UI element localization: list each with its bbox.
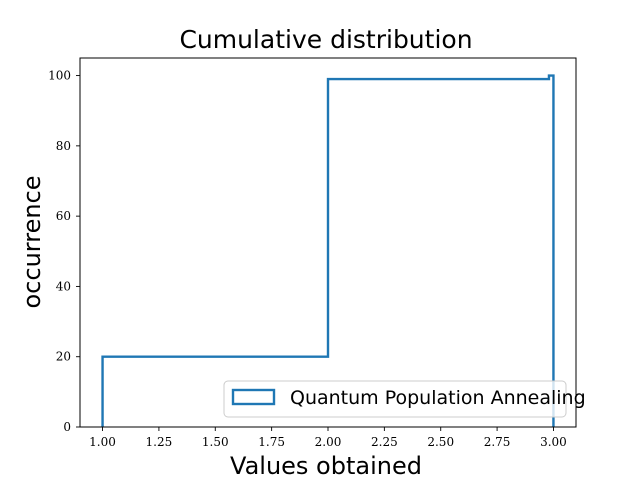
x-axis-label: Values obtained [230,452,422,480]
x-tick-label: 2.75 [484,435,511,449]
x-tick-label: 1.75 [258,435,285,449]
x-tick-label: 2.00 [315,435,342,449]
legend-box [223,380,567,418]
x-tick-label: 2.25 [371,435,398,449]
y-axis-label: occurrence [18,175,46,308]
axis-ticks: 1.00 1.25 1.50 1.75 2.00 2.25 2.50 2.75 3.00 0 20 4… [48,69,567,449]
legend: Quantum Population Annealing [223,380,586,418]
y-tick-label: 40 [56,279,71,293]
y-tick-label: 20 [56,350,71,364]
x-tick-label: 1.50 [202,435,229,449]
y-tick-label: 60 [56,209,71,223]
y-tick-label: 80 [56,139,71,153]
y-tick-label: 100 [48,69,71,83]
legend-swatch [231,388,276,406]
x-tick-label: 1.00 [89,435,116,449]
x-tick-label: 3.00 [540,435,567,449]
x-tick-label: 1.25 [146,435,173,449]
y-tick-label: 0 [63,420,71,434]
legend-label: Quantum Population Annealing [290,387,586,409]
x-tick-label: 2.50 [427,435,454,449]
series-line-0 [101,74,555,427]
chart-title: Cumulative distribution [179,25,472,54]
